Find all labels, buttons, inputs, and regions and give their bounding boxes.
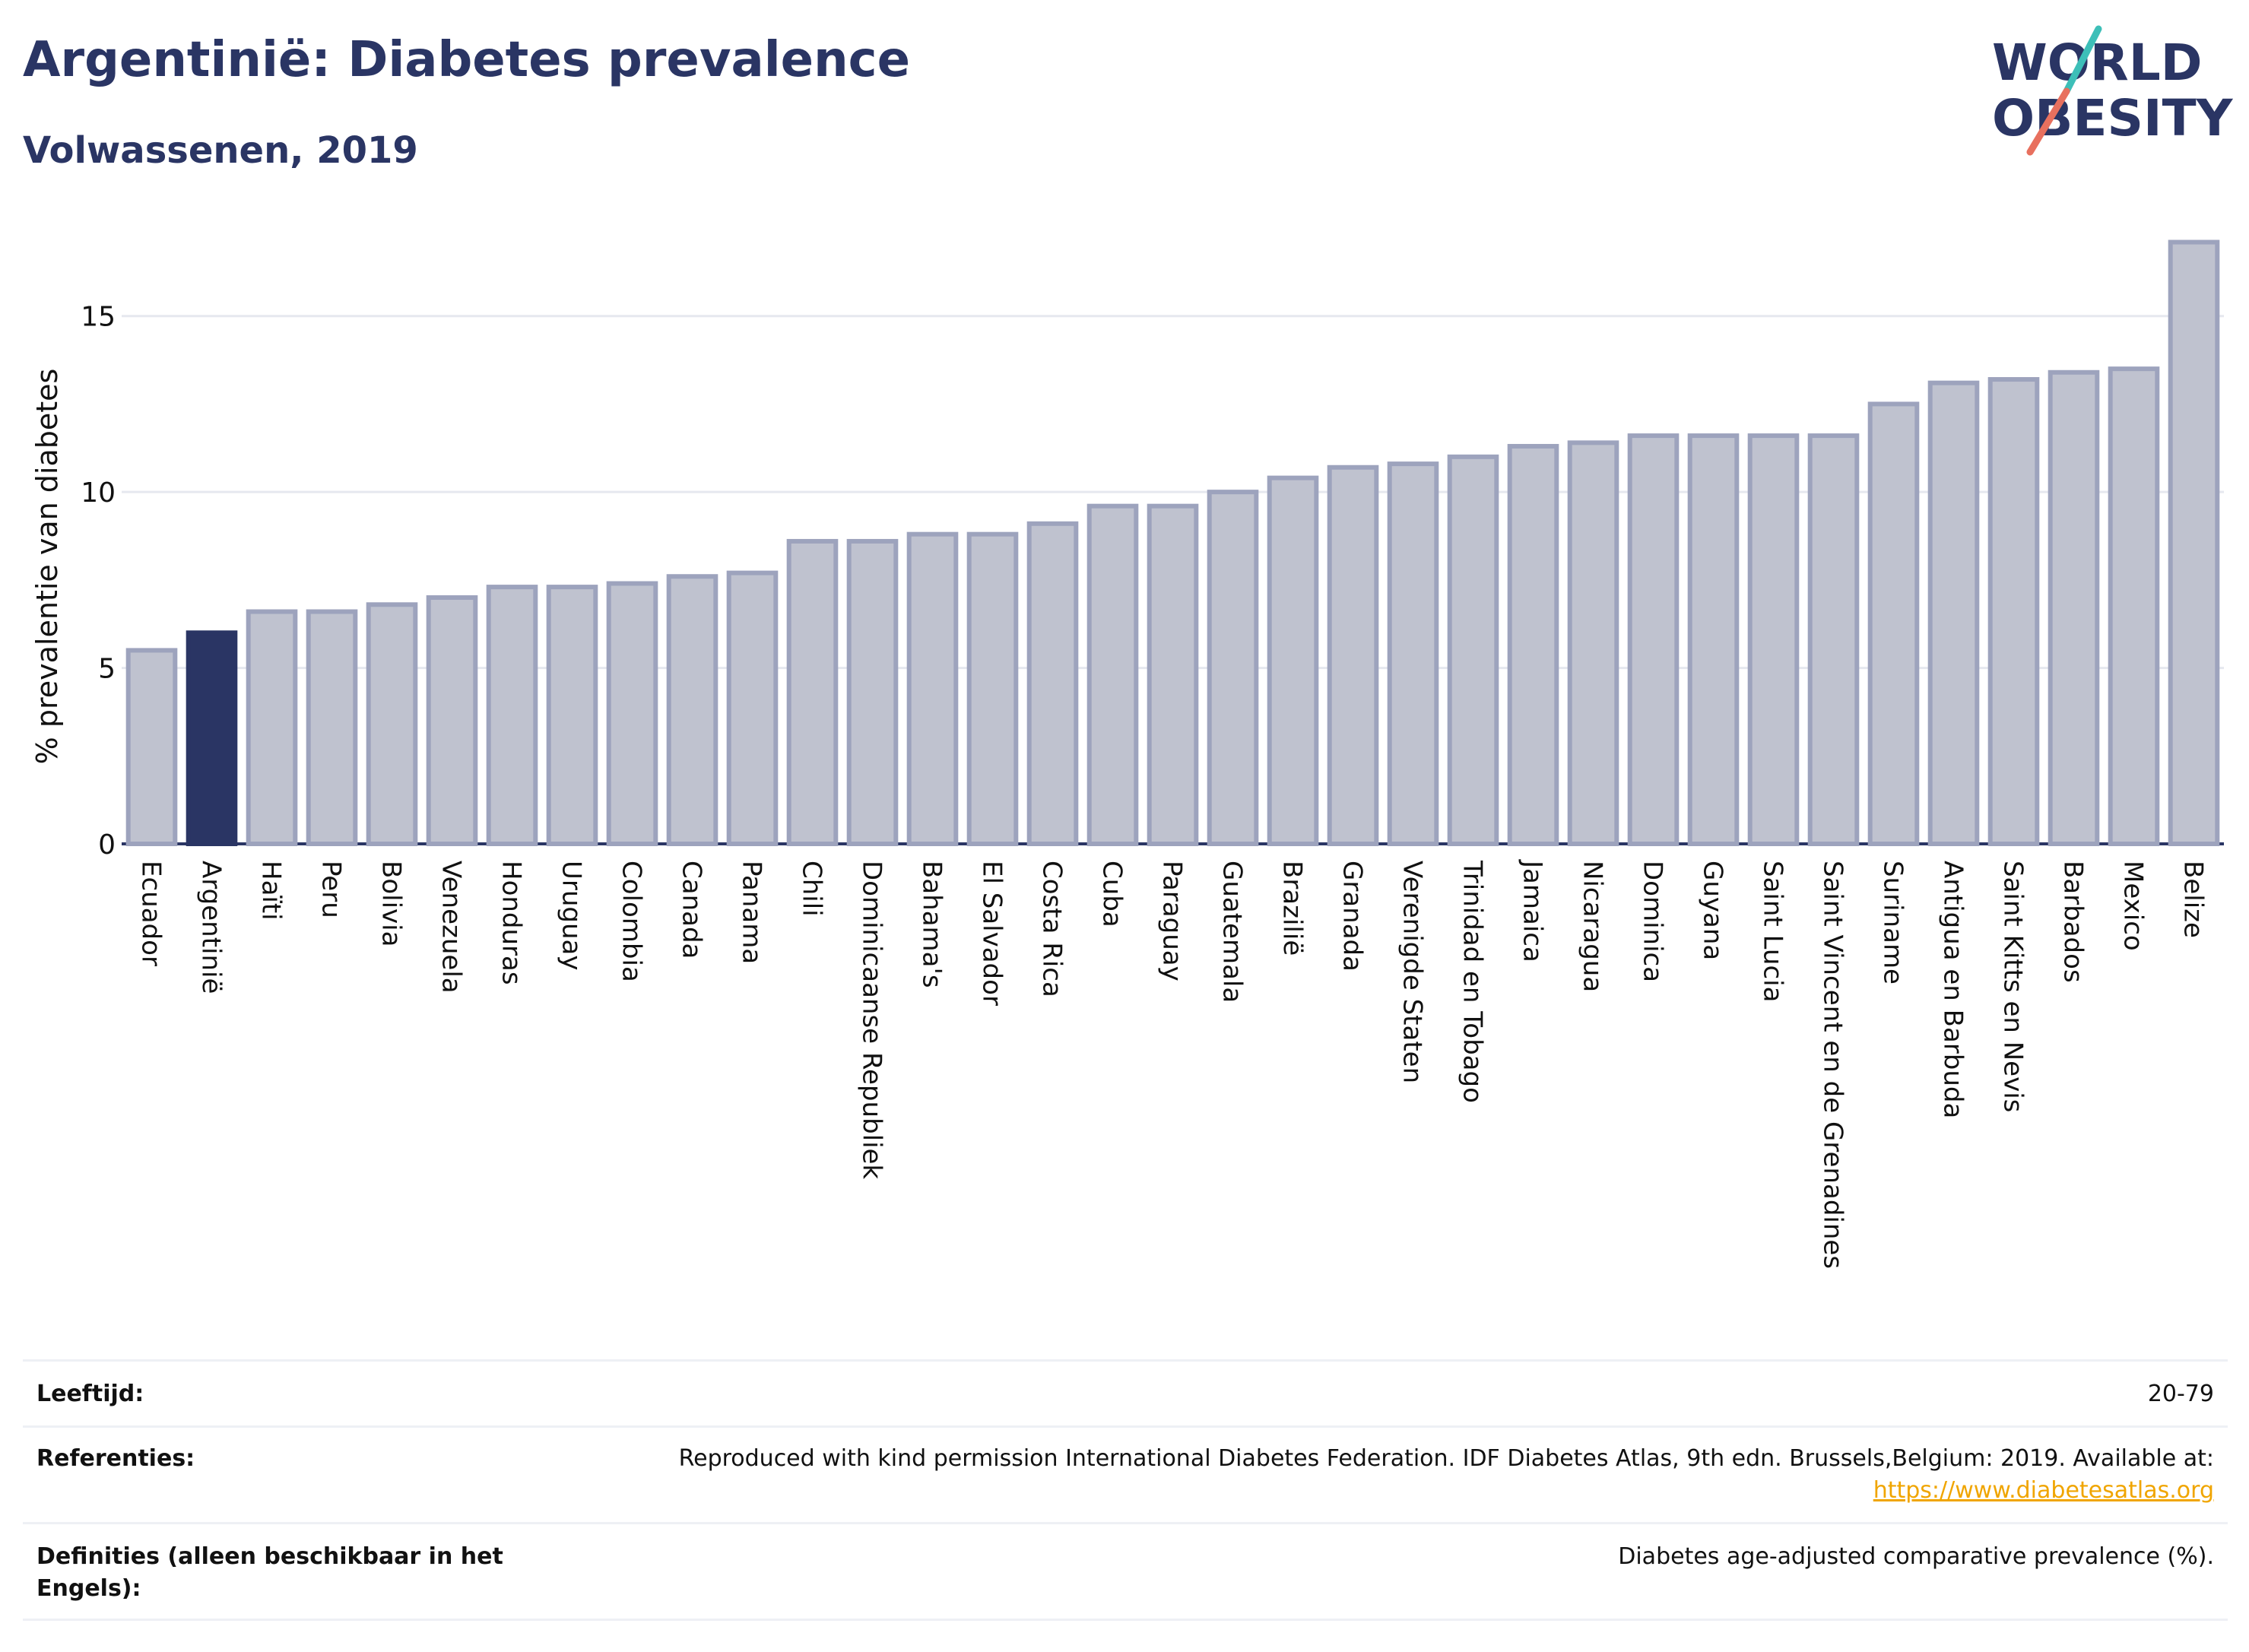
logo-text-obesity: OBESITY (1992, 89, 2234, 147)
x-tick-label: Peru (316, 861, 347, 918)
y-axis-label: % prevalentie van diabetes (30, 369, 64, 765)
bar-barbados (2048, 369, 2100, 846)
x-tick-label: Saint Vincent en de Grenadines (1818, 861, 1848, 1269)
x-tick-label: Chili (797, 861, 827, 917)
bar-verenigde-staten (1387, 461, 1439, 846)
y-tick-label: 15 (81, 302, 116, 333)
x-tick-label: Haïti (256, 861, 287, 921)
x-tick-label: Mexico (2118, 861, 2149, 951)
bar-granada (1327, 465, 1379, 846)
x-tick-label: Trinidad en Tobago (1458, 860, 1488, 1103)
x-tick-label: Dominica (1638, 861, 1668, 982)
x-tick-label: Verenigde Staten (1397, 861, 1428, 1083)
footer-row-definitions: Definities (alleen beschikbaar in het En… (23, 1522, 2228, 1621)
footer-reference-link[interactable]: https://www.diabetesatlas.org (1873, 1477, 2214, 1504)
bar-saint-lucia (1747, 433, 1800, 846)
logo-slash-coral (2026, 87, 2070, 156)
bar-ha-ti (246, 609, 298, 846)
x-tick-label: Ecuador (136, 861, 167, 966)
bars (125, 239, 2220, 847)
x-tick-label: Uruguay (557, 861, 587, 971)
bar-brazili- (1267, 475, 1319, 847)
bar-dominicaanse-republiek (846, 538, 899, 846)
footer-label-definitions: Definities (alleen beschikbaar in het En… (36, 1543, 503, 1602)
footer-value-definitions: Diabetes age-adjusted comparative preval… (1618, 1543, 2214, 1570)
chart-subtitle: Volwassenen, 2019 (23, 129, 418, 172)
x-tick-label: Panama (737, 861, 767, 964)
x-tick-label: Dominicaanse Republiek (857, 861, 887, 1179)
footer-value-age: 20-79 (2147, 1381, 2214, 1407)
logo-slash-teal (2063, 25, 2102, 95)
bar-argentini- (186, 630, 238, 846)
bar-saint-kitts-en-nevis (1987, 377, 2040, 846)
x-tick-label: Brazilië (1277, 861, 1308, 956)
bar-venezuela (426, 595, 478, 846)
bar-belize (2168, 239, 2220, 846)
x-tick-label: Suriname (1878, 861, 1908, 985)
bar-dominica (1627, 433, 1680, 846)
footer-value-references-wrap: Reproduced with kind permission Internat… (541, 1443, 2214, 1507)
x-tick-label: Jamaica (1518, 859, 1548, 962)
y-tick-labels: 0 5 10 15 (81, 302, 116, 861)
bar-canada (666, 574, 718, 846)
bar-panama (726, 570, 779, 846)
bar-guyana (1687, 433, 1740, 846)
world-obesity-logo: WORLD OBESITY (1992, 25, 2234, 156)
bar-jamaica (1507, 443, 1559, 846)
x-tick-label: Bolivia (376, 861, 407, 946)
x-tick-label: Belize (2178, 861, 2209, 938)
x-tick-label: Colombia (617, 861, 647, 982)
y-tick-label: 10 (81, 477, 116, 509)
bar-saint-vincent-en-de-grenadines (1807, 433, 1860, 846)
bar-bolivia (366, 602, 418, 846)
y-tick-label: 0 (98, 829, 116, 861)
bar-peru (306, 609, 358, 846)
bar-mexico (2108, 366, 2160, 846)
bar-honduras (486, 585, 538, 846)
x-tick-label: Nicaragua (1578, 861, 1608, 992)
x-tick-label: Costa Rica (1037, 861, 1067, 997)
bar-cuba (1086, 503, 1139, 847)
bar-guatemala (1207, 490, 1259, 847)
x-tick-label: Honduras (496, 861, 527, 985)
bar-chili (786, 538, 839, 846)
bar-antigua-en-barbuda (1927, 380, 1980, 846)
bar-suriname (1867, 401, 1920, 846)
x-tick-label: Guyana (1698, 861, 1728, 960)
x-tick-label: Antigua en Barbuda (1938, 861, 1968, 1118)
x-tick-label: Bahama's (917, 861, 947, 988)
x-tick-label: Barbados (2058, 861, 2089, 983)
bar-colombia (606, 581, 658, 846)
chart-title: Argentinië: Diabetes prevalence (23, 32, 910, 88)
bar-uruguay (546, 585, 598, 846)
footer-label-references: Referenties: (36, 1445, 195, 1472)
x-tick-label: Venezuela (436, 861, 467, 994)
bar-bahama-s (906, 531, 959, 847)
bar-paraguay (1147, 503, 1199, 847)
x-tick-label: Guatemala (1217, 861, 1248, 1003)
bar-nicaragua (1567, 440, 1619, 846)
logo-text-world: WORLD (1992, 33, 2203, 92)
x-tick-label: Argentinië (196, 861, 227, 994)
x-tick-label: El Salvador (977, 861, 1007, 1006)
x-tick-label: Saint Kitts en Nevis (1998, 861, 2029, 1112)
x-tick-label: Saint Lucia (1758, 861, 1788, 1002)
bar-trinidad-en-tobago (1447, 454, 1499, 846)
x-tick-label: Cuba (1097, 861, 1128, 927)
x-tick-label: Canada (677, 861, 707, 959)
footer-row-references: Referenties: Reproduced with kind permis… (23, 1425, 2228, 1522)
bar-costa-rica (1026, 521, 1079, 846)
bar-el-salvador (966, 531, 1019, 847)
footer-table: Leeftijd: 20-79 Referenties: Reproduced … (23, 1359, 2228, 1621)
bar-ecuador (125, 648, 178, 847)
x-tick-labels: Ecuador Argentinië Haïti Peru Bolivia Venezue… (136, 859, 2209, 1269)
footer-row-age: Leeftijd: 20-79 (23, 1359, 2228, 1425)
y-tick-label: 5 (98, 654, 116, 685)
x-tick-label: Granada (1337, 861, 1368, 972)
footer-label-age: Leeftijd: (36, 1381, 144, 1407)
footer-value-references: Reproduced with kind permission Internat… (678, 1445, 2214, 1472)
x-tick-label: Paraguay (1157, 861, 1188, 981)
bar-chart: 0 5 10 15 Ecuador Argentinië Haïti Peru Bolivia… (30, 239, 2224, 1269)
